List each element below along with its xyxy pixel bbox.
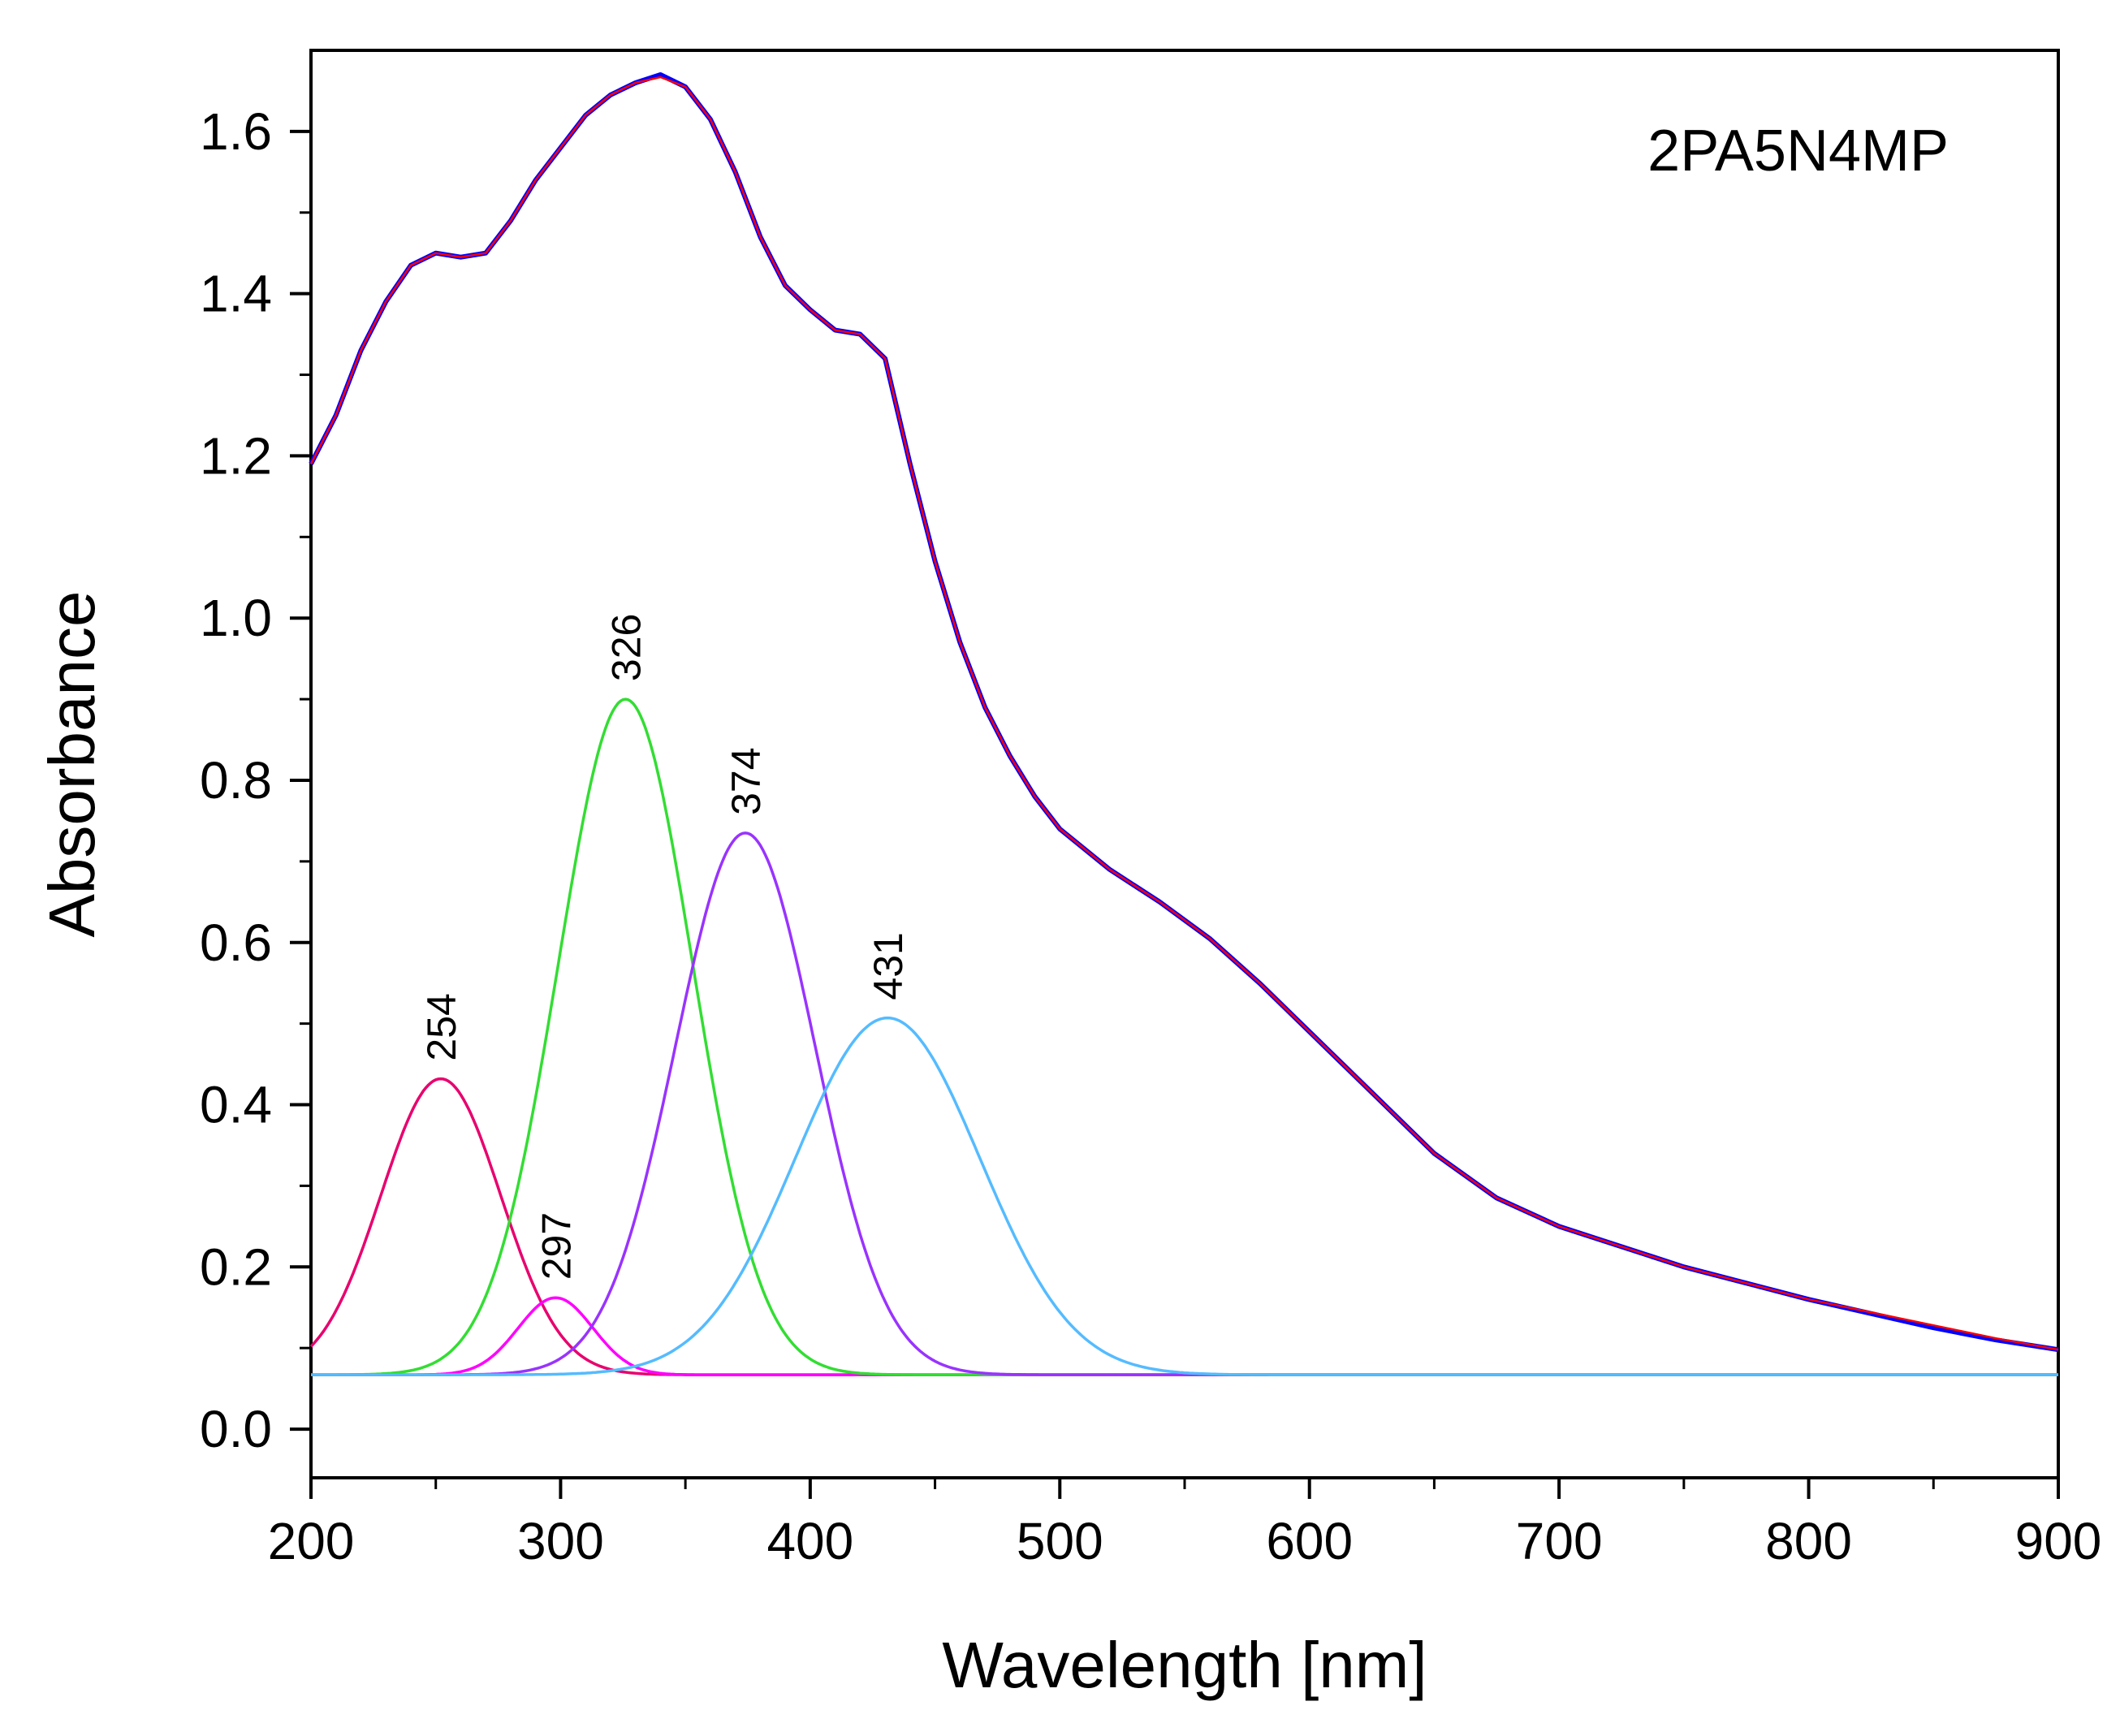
peak-label-297: 297: [533, 1212, 579, 1280]
y-tick-label: 1.4: [200, 265, 272, 323]
y-tick-label: 0.8: [200, 751, 272, 810]
fitted-peak-curves: [309, 697, 2058, 1376]
x-tick-label: 800: [1765, 1512, 1852, 1570]
y-tick-label: 1.0: [200, 589, 272, 647]
x-tick-label: 200: [268, 1512, 355, 1570]
peak-curve-374: [311, 831, 2058, 1376]
y-tick-label: 0.4: [200, 1076, 272, 1134]
y-tick-label: 1.2: [200, 426, 272, 485]
x-axis-ticks: 200 300 400 500 600 700 800 900: [268, 1478, 2102, 1570]
y-tick-label: 0.2: [200, 1237, 272, 1296]
peak-labels: 254 297 326 374 431: [419, 614, 911, 1280]
x-tick-label: 600: [1266, 1512, 1353, 1570]
y-axis-ticks: 0.0 0.2 0.4 0.6 0.8 1.0 1.2 1.4 1.6: [200, 102, 311, 1458]
peak-curve-297: [311, 1296, 2058, 1376]
x-tick-label: 400: [766, 1512, 853, 1570]
x-tick-label: 300: [517, 1512, 604, 1570]
x-tick-label: 700: [1516, 1512, 1603, 1570]
measured-spectrum-line: [309, 72, 2059, 1353]
peak-label-431: 431: [866, 932, 911, 1000]
peak-label-326: 326: [603, 614, 649, 681]
peak-label-254: 254: [419, 993, 464, 1060]
y-axis-title: Absorbance: [36, 591, 108, 938]
y-tick-label: 0.0: [200, 1400, 272, 1458]
peak-curve-431: [311, 1016, 2058, 1376]
x-axis-title: Wavelength [nm]: [942, 1629, 1427, 1701]
y-tick-label: 0.6: [200, 913, 272, 972]
x-tick-label: 900: [2015, 1512, 2102, 1570]
y-tick-label: 1.6: [200, 102, 272, 161]
peak-label-374: 374: [723, 747, 769, 814]
cumulative-fit-line: [309, 76, 2059, 1351]
sample-name-label: 2PA5N4MP: [1647, 119, 1949, 184]
x-tick-label: 500: [1017, 1512, 1103, 1570]
